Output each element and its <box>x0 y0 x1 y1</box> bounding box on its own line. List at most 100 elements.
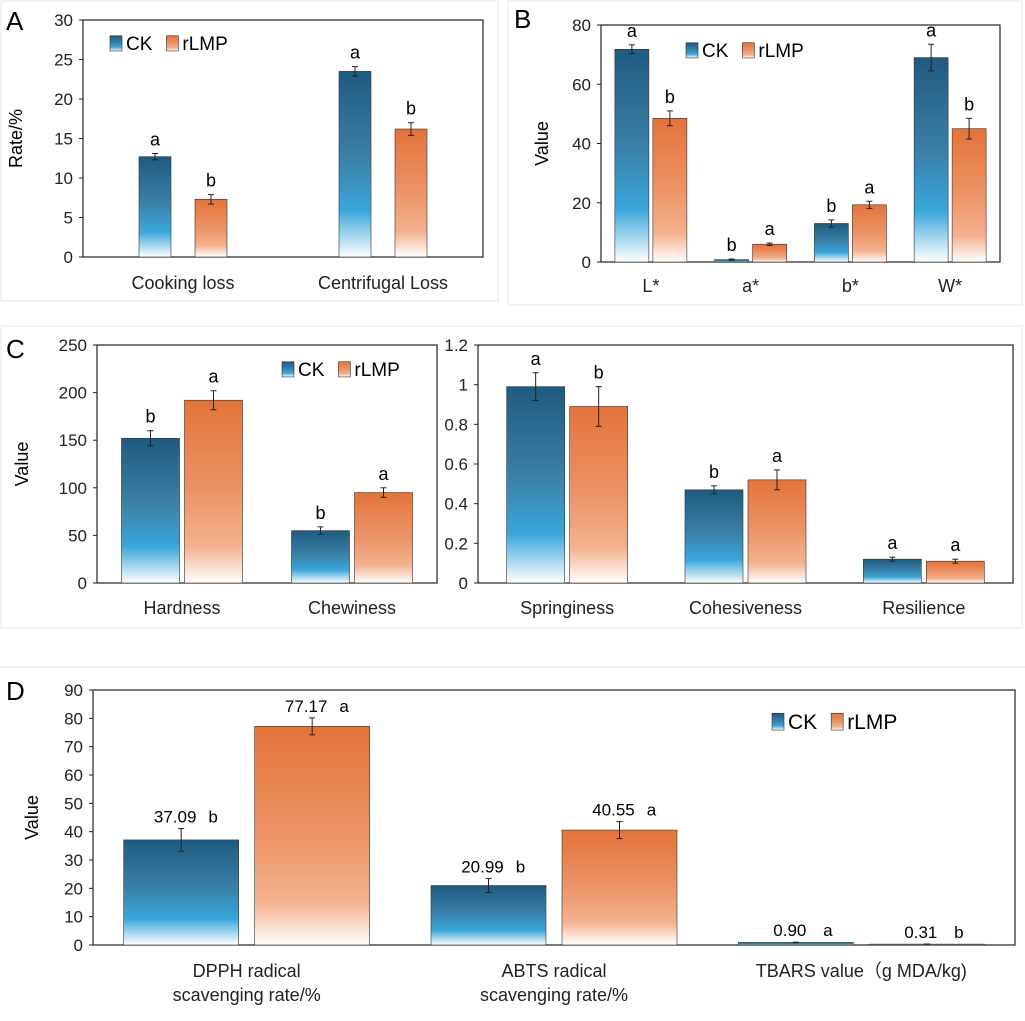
legend-label: rLMP <box>182 34 227 55</box>
significance-letter: a <box>765 219 776 239</box>
x-category-label: L* <box>642 276 659 296</box>
y-tick-label: 20 <box>572 194 591 213</box>
significance-letter: b <box>727 235 737 255</box>
y-tick-label: 0 <box>459 574 468 593</box>
legend-label: rLMP <box>847 711 897 734</box>
significance-letter: a <box>150 130 161 150</box>
y-tick-label: 250 <box>59 336 87 355</box>
bar-ck <box>138 156 172 258</box>
significance-letter: a <box>339 697 349 716</box>
legend-swatch-rlmp <box>830 712 844 731</box>
y-tick-label: 0 <box>74 936 83 955</box>
bar-ck <box>863 558 922 584</box>
y-axis-label: Rate/% <box>6 109 26 168</box>
legend-label: CK <box>298 360 325 381</box>
y-tick-label: 20 <box>64 879 83 898</box>
legend-swatch-rlmp <box>166 35 179 52</box>
significance-letter: b <box>709 462 719 482</box>
significance-letter: b <box>964 94 974 114</box>
significance-letter: b <box>145 407 155 427</box>
legend-swatch-rlmp <box>742 42 755 59</box>
y-tick-label: 30 <box>64 851 83 870</box>
significance-letter: a <box>647 801 657 820</box>
panel-a-frame <box>0 0 499 302</box>
bar-ck <box>338 71 372 258</box>
y-tick-label: 200 <box>59 384 87 403</box>
legend-swatch-ck <box>109 35 123 52</box>
bar-rlmp <box>747 479 807 584</box>
bar-ck <box>430 885 547 946</box>
legend-label: CK <box>126 34 153 55</box>
significance-letter: b <box>406 99 416 119</box>
panel-label: D <box>6 676 25 706</box>
bar-ck <box>814 223 849 263</box>
x-category-label: Cooking loss <box>131 273 234 293</box>
y-tick-label: 30 <box>54 11 73 30</box>
bar-ck <box>291 530 350 584</box>
y-tick-label: 0.4 <box>444 495 468 514</box>
y-tick-label: 60 <box>64 766 83 785</box>
y-tick-label: 0 <box>582 253 591 272</box>
y-tick-label: 0.8 <box>444 415 468 434</box>
data-label: 77.17 <box>285 697 328 716</box>
bar-rlmp <box>569 406 628 584</box>
y-tick-label: 70 <box>64 738 83 757</box>
data-label: 0.90 <box>773 921 806 940</box>
x-category-label: a* <box>742 276 759 296</box>
bar-rlmp <box>852 204 887 263</box>
y-tick-label: 0 <box>78 574 87 593</box>
significance-letter: a <box>350 43 361 63</box>
y-tick-label: 1.2 <box>444 336 468 355</box>
x-category-label: Cohesiveness <box>689 598 802 618</box>
data-label: 40.55 <box>592 801 635 820</box>
significance-letter: a <box>887 533 898 553</box>
bar-rlmp <box>194 199 228 258</box>
significance-letter: a <box>627 21 638 41</box>
legend-swatch-rlmp <box>338 361 351 378</box>
data-label: 37.09 <box>154 808 197 827</box>
significance-letter: b <box>665 87 675 107</box>
y-tick-label: 10 <box>54 169 73 188</box>
y-tick-label: 90 <box>64 681 83 700</box>
significance-letter: b <box>516 857 525 876</box>
x-category-label: ABTS radical <box>501 961 606 981</box>
y-tick-label: 80 <box>572 16 591 35</box>
x-category-label: DPPH radical <box>193 961 301 981</box>
legend-label: rLMP <box>354 360 399 381</box>
legend-label: rLMP <box>758 41 803 62</box>
bar-ck <box>506 386 565 584</box>
y-tick-label: 50 <box>68 526 87 545</box>
x-category-label: Resilience <box>882 598 965 618</box>
y-tick-label: 80 <box>64 709 83 728</box>
significance-letter: a <box>378 464 389 484</box>
y-tick-label: 60 <box>572 75 591 94</box>
x-category-label: scavenging rate/% <box>480 985 628 1005</box>
significance-letter: b <box>594 363 604 383</box>
significance-letter: a <box>864 177 875 197</box>
data-label: 0.31 <box>904 923 937 942</box>
bar-rlmp <box>652 118 688 263</box>
y-tick-label: 150 <box>59 431 87 450</box>
significance-letter: a <box>772 446 783 466</box>
y-tick-label: 10 <box>64 908 83 927</box>
y-tick-label: 40 <box>64 823 83 842</box>
bar-rlmp <box>354 492 413 584</box>
panel-label: A <box>6 6 24 36</box>
y-tick-label: 0.2 <box>444 534 468 553</box>
bar-rlmp <box>184 399 243 584</box>
significance-letter: b <box>208 808 217 827</box>
panel-b-frame <box>507 0 1023 306</box>
x-category-label: TBARS value（g MDA/kg) <box>756 961 967 981</box>
y-tick-label: 0 <box>64 248 73 267</box>
bar-ck <box>913 57 949 263</box>
significance-letter: a <box>926 20 937 40</box>
significance-letter: a <box>950 535 961 555</box>
bar-rlmp <box>752 243 787 263</box>
significance-letter: b <box>206 171 216 191</box>
x-category-label: b* <box>842 276 859 296</box>
y-axis-label: Value <box>22 795 42 840</box>
bar-rlmp <box>254 726 370 946</box>
x-category-label: scavenging rate/% <box>173 985 321 1005</box>
x-category-label: Chewiness <box>308 598 396 618</box>
panel-label: B <box>514 4 531 34</box>
